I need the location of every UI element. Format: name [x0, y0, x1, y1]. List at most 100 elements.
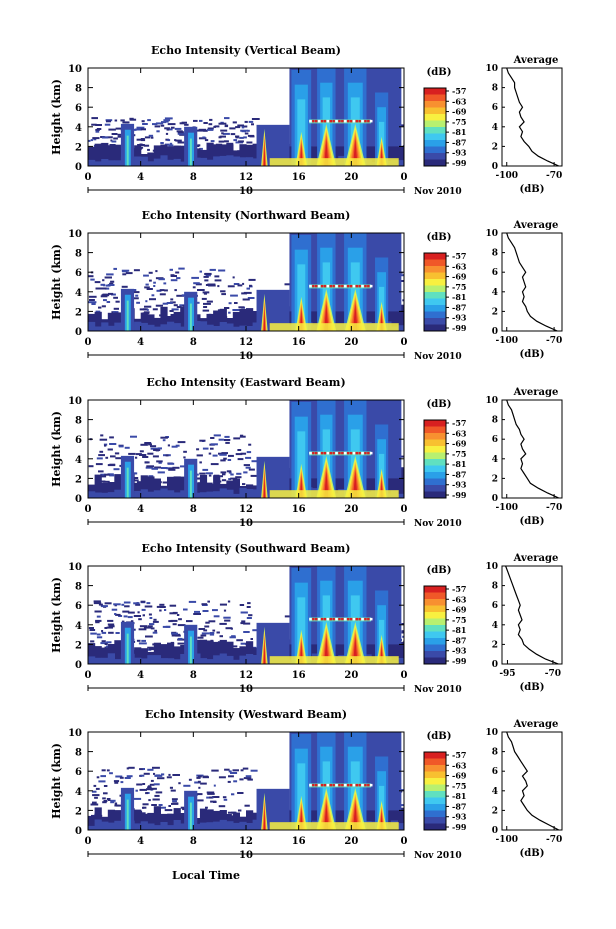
panel-title: Echo Intensity (Northward Beam) — [142, 209, 351, 222]
x-tick-label: 0 — [401, 670, 408, 681]
profile-line — [506, 67, 560, 167]
colorbar-swatch — [424, 592, 446, 600]
profile-x-tick-label: -70 — [546, 336, 562, 346]
colorbar-tick-label: -69 — [452, 771, 467, 781]
colorbar-swatch — [424, 657, 446, 665]
profile-frame — [501, 565, 563, 665]
colorbar-swatch — [424, 101, 446, 108]
x-tick-label: 20 — [344, 337, 358, 348]
x-tick-label: 16 — [292, 172, 306, 183]
colorbar-swatch — [424, 452, 446, 460]
profile-y-tick-label: 6 — [492, 601, 498, 611]
profile-frame — [501, 731, 563, 831]
y-tick-label: 10 — [68, 562, 82, 573]
y-axis-label: Height (km) — [50, 577, 63, 653]
x-tick-label: 16 — [292, 836, 306, 847]
x-tick-label: 16 — [292, 504, 306, 515]
colorbar-swatch — [424, 285, 446, 293]
colorbar-swatch — [424, 324, 446, 332]
colorbar-tick-label: -87 — [452, 635, 466, 645]
colorbar-tick-label: -81 — [452, 292, 466, 302]
y-tick-label: 0 — [75, 162, 82, 173]
y-tick-label: 4 — [75, 288, 82, 299]
colorbar-swatch — [424, 804, 446, 811]
profile-y-tick-label: 0 — [492, 826, 498, 836]
y-tick-label: 2 — [75, 640, 82, 651]
profile-y-tick-label: 8 — [492, 748, 498, 758]
profile-x-tick-label: -100 — [495, 171, 518, 181]
profile-line — [505, 565, 559, 665]
y-tick-label: 2 — [75, 142, 82, 153]
x-tick-label: 4 — [137, 337, 144, 348]
colorbar-swatch — [424, 446, 446, 453]
colorbar-tick-label: -57 — [452, 418, 466, 428]
x-tick-label: 8 — [190, 172, 197, 183]
profile-frame — [501, 399, 563, 499]
x-tick-label: 8 — [190, 504, 197, 515]
panel-title: Echo Intensity (Vertical Beam) — [151, 44, 341, 57]
colorbar-label: (dB) — [427, 232, 452, 243]
y-tick-label: 6 — [75, 268, 82, 279]
profile-title: Average — [513, 220, 559, 231]
colorbar-tick-label: -87 — [452, 302, 466, 312]
x-tick-label: 12 — [239, 670, 253, 681]
profile-y-tick-label: 8 — [492, 582, 498, 592]
y-tick-label: 0 — [75, 327, 82, 338]
profile-y-tick-label: 10 — [485, 728, 498, 738]
colorbar-swatch — [424, 599, 446, 606]
colorbar-swatch — [424, 823, 446, 831]
profile-x-tick-label: -100 — [495, 503, 518, 513]
colorbar-tick-label: -57 — [452, 251, 466, 261]
date-day-label: 10 — [239, 186, 253, 197]
colorbar-tick-label: -81 — [452, 127, 466, 137]
profile-title: Average — [513, 387, 559, 398]
colorbar-frame — [423, 585, 447, 665]
y-tick-label: 4 — [75, 455, 82, 466]
profile-y-tick-label: 4 — [492, 123, 498, 133]
colorbar-swatch — [424, 133, 446, 141]
date-day-label: 10 — [239, 850, 253, 861]
colorbar-swatch — [424, 631, 446, 639]
colorbar-tick-label: -63 — [452, 594, 467, 604]
colorbar-tick-label: -57 — [452, 86, 466, 96]
x-tick-label: 0 — [85, 337, 92, 348]
colorbar-swatch — [424, 318, 446, 325]
x-tick-label: 20 — [344, 172, 358, 183]
colorbar-swatch — [424, 88, 446, 95]
heatmap — [88, 400, 404, 498]
y-tick-label: 0 — [75, 660, 82, 671]
x-tick-label: 0 — [85, 504, 92, 515]
colorbar-tick-label: -63 — [452, 261, 467, 271]
y-tick-label: 0 — [75, 826, 82, 837]
profile-x-tick-label: -100 — [495, 336, 518, 346]
colorbar-swatch — [424, 605, 446, 613]
x-tick-label: 16 — [292, 670, 306, 681]
panel-5: Echo Intensity (Westward Beam) 0 2 4 6 8 10 Hei… — [50, 708, 563, 861]
colorbar-swatch — [424, 159, 446, 167]
colorbar-swatch — [424, 771, 446, 779]
y-tick-label: 6 — [75, 435, 82, 446]
colorbar-swatch — [424, 765, 446, 772]
colorbar-tick-label: -57 — [452, 584, 466, 594]
profile-y-tick-label: 8 — [492, 249, 498, 259]
colorbar-swatch — [424, 298, 446, 306]
colorbar-swatch — [424, 426, 446, 434]
colorbar-tick-label: -99 — [452, 490, 467, 500]
x-tick-label: 20 — [344, 504, 358, 515]
colorbar-swatch — [424, 485, 446, 492]
colorbar-swatch — [424, 420, 446, 427]
colorbar-tick-label: -99 — [452, 158, 467, 168]
x-tick-label: 12 — [239, 504, 253, 515]
x-tick-label: 12 — [239, 836, 253, 847]
profile-y-tick-label: 4 — [492, 455, 498, 465]
colorbar-swatch — [424, 644, 446, 652]
colorbar-swatch — [424, 758, 446, 766]
colorbar-tick-label: -87 — [452, 469, 466, 479]
profile-x-tick-label: -70 — [546, 835, 562, 845]
colorbar-swatch — [424, 266, 446, 273]
profile-y-tick-label: 4 — [492, 621, 498, 631]
profile-x-tick-label: -70 — [546, 503, 562, 513]
profile-x-label: (dB) — [520, 349, 545, 360]
panel-title: Echo Intensity (Southward Beam) — [142, 542, 351, 555]
colorbar-label: (dB) — [427, 565, 452, 576]
